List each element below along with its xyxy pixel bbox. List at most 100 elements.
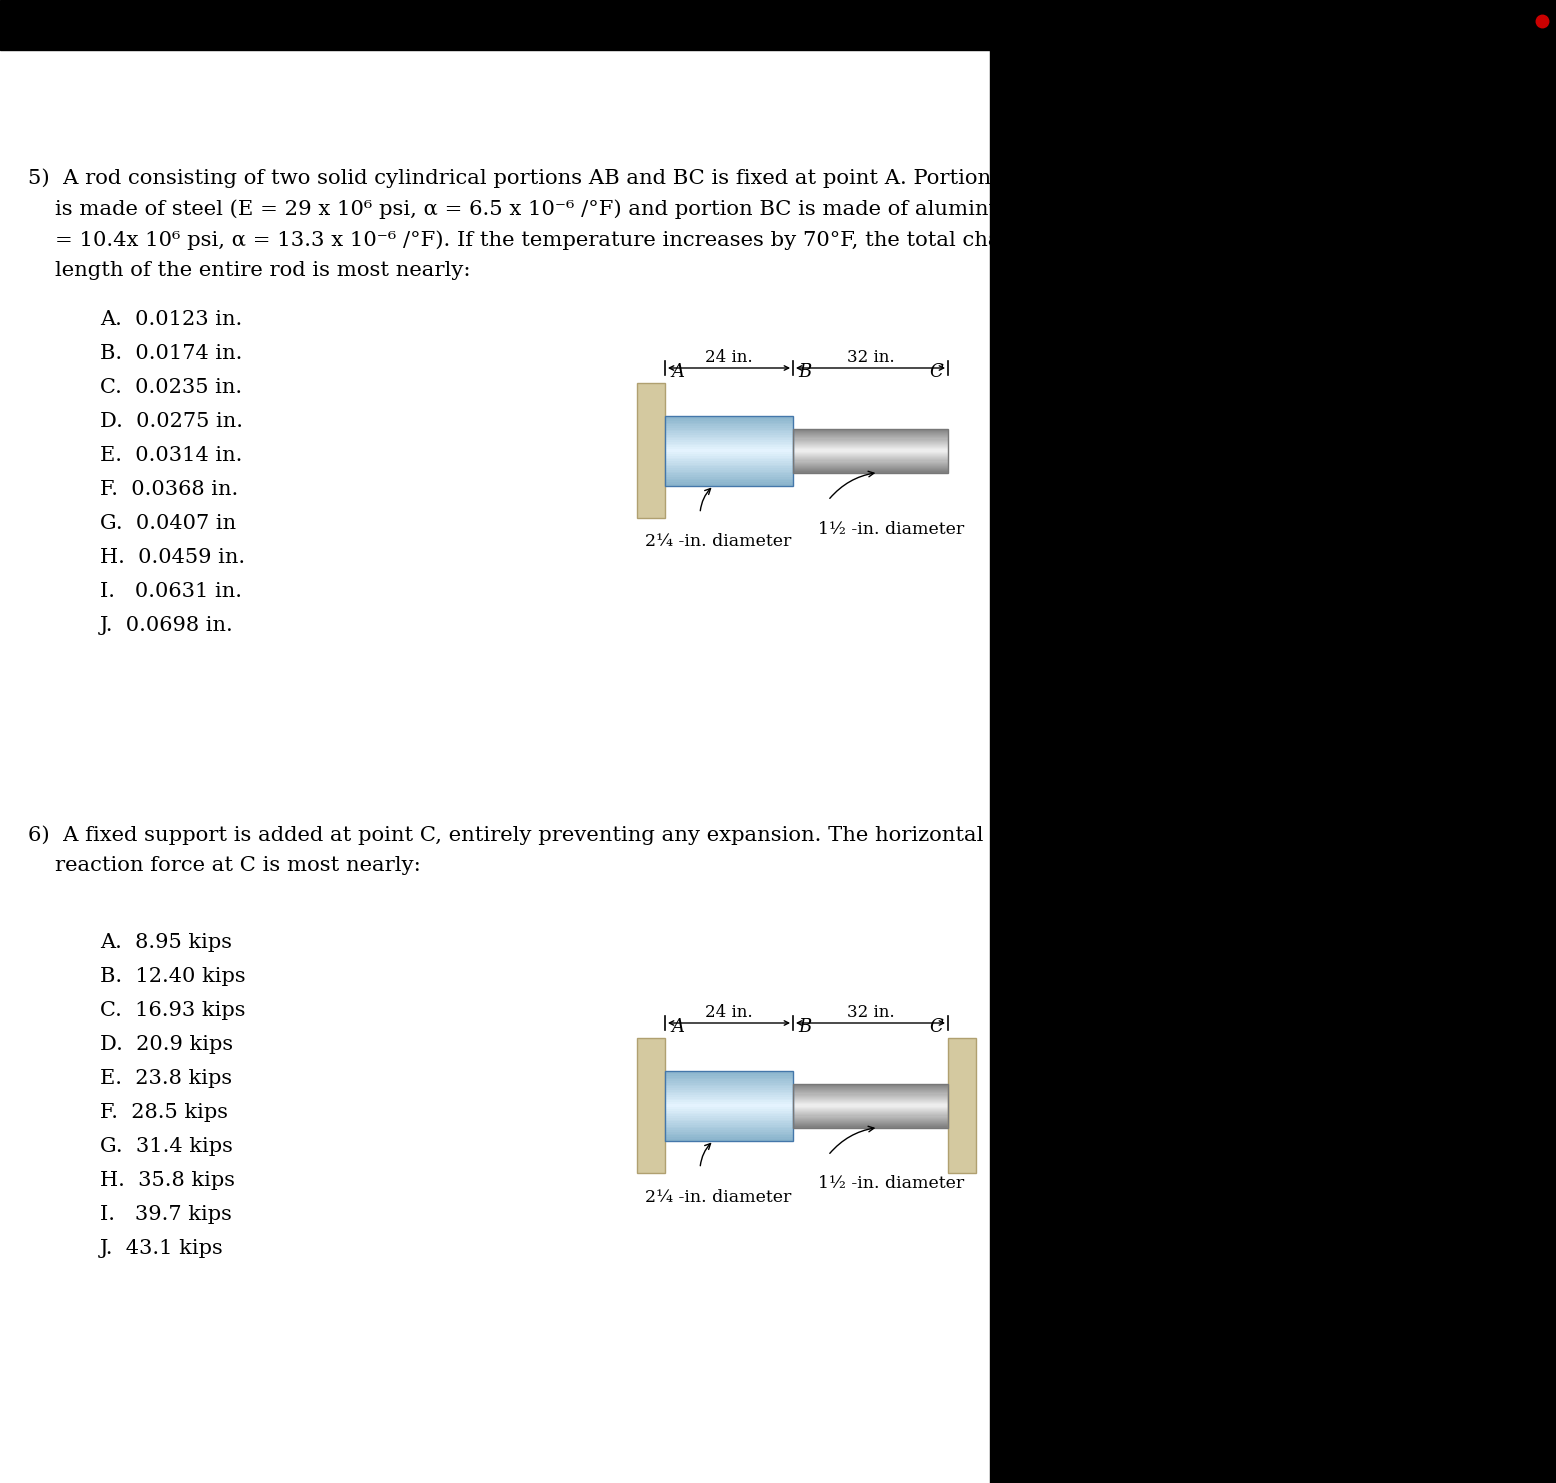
Bar [664, 1111, 794, 1112]
Bar [664, 1097, 794, 1099]
Bar [664, 1105, 794, 1108]
Text: H.  35.8 kips: H. 35.8 kips [100, 1172, 235, 1189]
Text: D.  20.9 kips: D. 20.9 kips [100, 1035, 233, 1054]
Bar [664, 483, 794, 485]
Bar [664, 443, 794, 445]
Text: is made of steel (E = 29 x 10⁶ psi, α = 6.5 x 10⁻⁶ /°F) and portion BC is made o: is made of steel (E = 29 x 10⁶ psi, α = … [28, 199, 1053, 218]
Bar [664, 430, 794, 432]
Bar [664, 1090, 794, 1091]
Bar [948, 1038, 976, 1173]
Text: B: B [798, 1017, 811, 1037]
Bar [664, 1103, 794, 1105]
Bar [664, 1130, 794, 1132]
Bar [636, 1038, 664, 1173]
Text: A.  0.0123 in.: A. 0.0123 in. [100, 310, 243, 329]
Bar [664, 473, 794, 475]
Bar [664, 454, 794, 455]
Bar [664, 446, 794, 449]
Bar [664, 480, 794, 482]
Bar [664, 432, 794, 433]
Bar [664, 421, 794, 423]
Text: C: C [929, 363, 943, 381]
Text: A: A [671, 1017, 685, 1037]
Bar [664, 1086, 794, 1089]
Bar [0, 0, 1556, 50]
Text: length of the entire rod is most nearly:: length of the entire rod is most nearly: [28, 261, 470, 280]
Text: C: C [929, 1017, 943, 1037]
Bar [794, 429, 948, 473]
Text: I.   0.0631 in.: I. 0.0631 in. [100, 581, 243, 601]
Bar [664, 1123, 794, 1124]
Text: C.  16.93 kips: C. 16.93 kips [100, 1001, 246, 1020]
Bar [664, 1083, 794, 1084]
Bar [664, 1084, 794, 1086]
Bar [664, 1072, 794, 1074]
Text: 2¼ -in. diameter: 2¼ -in. diameter [646, 534, 792, 550]
Bar [664, 1100, 794, 1102]
Bar [664, 1071, 794, 1072]
Bar [664, 1132, 794, 1133]
Bar [664, 1081, 794, 1083]
Bar [664, 1133, 794, 1136]
Bar [664, 1136, 794, 1137]
Bar [664, 1091, 794, 1093]
Bar [636, 383, 664, 518]
Bar [664, 451, 794, 452]
Bar [664, 1089, 794, 1090]
Bar [664, 1120, 794, 1121]
Bar [664, 1127, 794, 1129]
Text: F.  28.5 kips: F. 28.5 kips [100, 1103, 229, 1123]
Bar [664, 423, 794, 424]
Text: 6)  A fixed support is added at point C, entirely preventing any expansion. The : 6) A fixed support is added at point C, … [28, 825, 983, 845]
Bar [664, 457, 794, 460]
Bar [664, 424, 794, 426]
Bar [664, 1114, 794, 1117]
Bar [664, 433, 794, 435]
Bar [664, 417, 794, 420]
Bar [664, 426, 794, 427]
Text: J.  0.0698 in.: J. 0.0698 in. [100, 615, 233, 635]
Text: 1½ -in. diameter: 1½ -in. diameter [818, 521, 965, 537]
Bar [664, 1118, 794, 1120]
Bar [664, 415, 794, 485]
Bar [664, 1139, 794, 1140]
Bar [664, 1129, 794, 1130]
Text: 32 in.: 32 in. [846, 349, 895, 366]
Bar [664, 436, 794, 439]
Bar [664, 1078, 794, 1080]
Bar [664, 463, 794, 464]
Text: A.  8.95 kips: A. 8.95 kips [100, 933, 232, 952]
Bar [664, 475, 794, 476]
Bar [664, 472, 794, 473]
Bar [664, 1071, 794, 1140]
Text: 24 in.: 24 in. [705, 1004, 753, 1020]
Text: 32 in.: 32 in. [846, 1004, 895, 1020]
Bar [664, 469, 794, 470]
Text: F.  0.0368 in.: F. 0.0368 in. [100, 480, 238, 498]
Bar [664, 415, 794, 417]
Bar [664, 1121, 794, 1123]
Bar [990, 0, 1556, 1483]
Bar [664, 1112, 794, 1114]
Bar [664, 1094, 794, 1097]
Bar [664, 461, 794, 463]
Bar [664, 1109, 794, 1111]
Bar [664, 479, 794, 480]
Bar [664, 435, 794, 436]
Text: E.  23.8 kips: E. 23.8 kips [100, 1069, 232, 1089]
Text: G.  0.0407 in: G. 0.0407 in [100, 515, 237, 532]
Bar [664, 452, 794, 454]
Text: 5)  A rod consisting of two solid cylindrical portions AB and BC is fixed at poi: 5) A rod consisting of two solid cylindr… [28, 168, 1029, 188]
Bar [664, 1080, 794, 1081]
Text: A: A [671, 363, 685, 381]
Bar [664, 470, 794, 472]
Bar [664, 1137, 794, 1139]
Text: G.  31.4 kips: G. 31.4 kips [100, 1137, 233, 1157]
Text: reaction force at C is most nearly:: reaction force at C is most nearly: [28, 856, 420, 875]
Text: E.  0.0314 in.: E. 0.0314 in. [100, 446, 243, 466]
Bar [664, 1099, 794, 1100]
Text: D.  0.0275 in.: D. 0.0275 in. [100, 412, 243, 432]
Text: J.  43.1 kips: J. 43.1 kips [100, 1238, 224, 1258]
Text: B.  0.0174 in.: B. 0.0174 in. [100, 344, 243, 363]
Text: B.  12.40 kips: B. 12.40 kips [100, 967, 246, 986]
